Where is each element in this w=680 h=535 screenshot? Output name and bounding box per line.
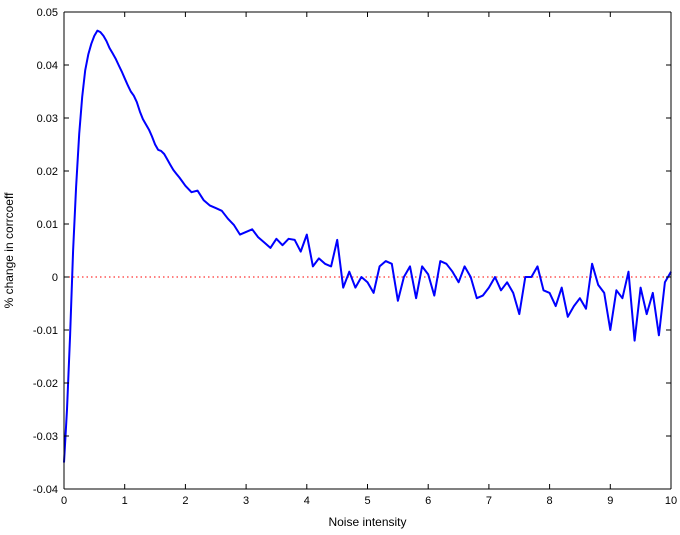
tick-marks: [63, 11, 672, 490]
tick-labels: 0 1 2 3 4 5 6 7 8 9 10 -0.04 -0.03 -0.02 -0.01 0 0.01 0.0…: [33, 7, 677, 507]
x-tick-label: 2: [182, 495, 188, 507]
series-layer: [63, 29, 672, 463]
y-tick-label: 0: [52, 272, 58, 284]
y-tick-label: 0.05: [37, 7, 58, 19]
y-tick-label: 0.04: [37, 60, 58, 72]
x-tick-label: 9: [607, 495, 613, 507]
x-tick-label: 5: [364, 495, 370, 507]
y-tick-label: -0.02: [33, 378, 58, 390]
x-tick-label: 8: [547, 495, 553, 507]
x-tick-label: 10: [665, 495, 677, 507]
series-line: [63, 29, 672, 463]
x-tick-label: 4: [304, 495, 310, 507]
y-tick-label: -0.03: [33, 431, 58, 443]
y-axis-label: % change in corrcoeff: [2, 192, 16, 309]
x-tick-label: 6: [425, 495, 431, 507]
y-tick-label: 0.01: [37, 219, 58, 231]
y-tick-label: -0.01: [33, 325, 58, 337]
x-tick-label: 3: [243, 495, 249, 507]
x-tick-label: 7: [486, 495, 492, 507]
y-tick-label: 0.03: [37, 113, 58, 125]
x-tick-label: 1: [122, 495, 128, 507]
x-axis-label: Noise intensity: [328, 515, 406, 529]
y-tick-label: -0.04: [33, 484, 58, 496]
x-tick-label: 0: [61, 495, 67, 507]
y-tick-label: 0.02: [37, 166, 58, 178]
